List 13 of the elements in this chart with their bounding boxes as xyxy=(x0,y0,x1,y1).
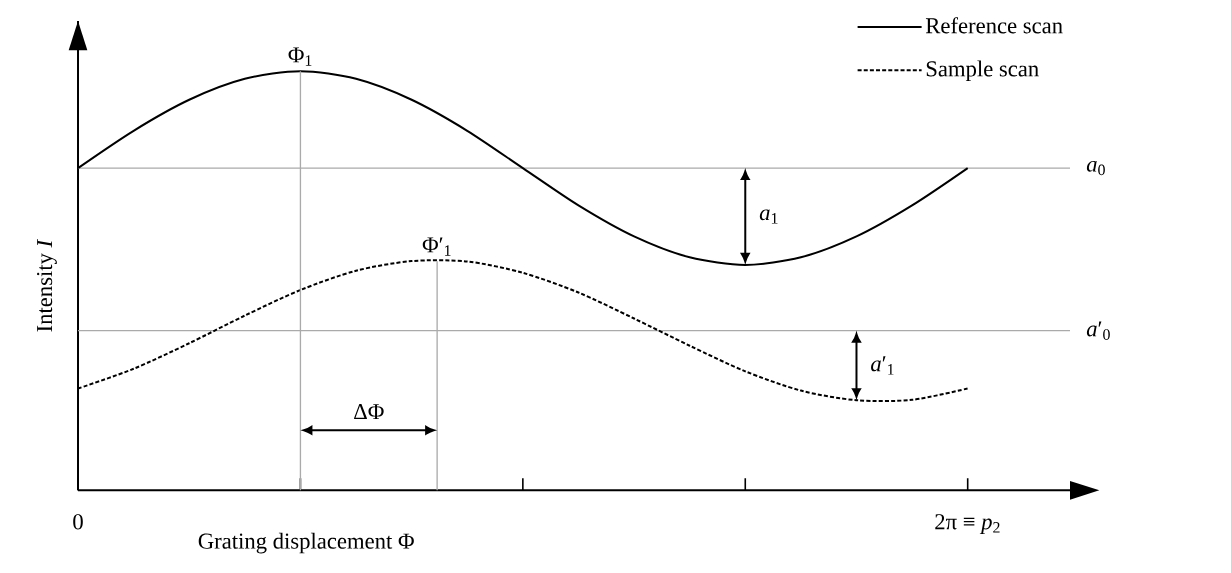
y-axis-title: Intensity I xyxy=(36,238,57,332)
ref-line-label: a$_{0}$ xyxy=(1086,160,1105,176)
annotation: Φ′$_{1}$ xyxy=(422,237,451,256)
x-tick-label: 0 xyxy=(73,514,83,530)
x-tick-label: 2π ≡ p$_{2}$ xyxy=(935,514,1000,534)
x-axis-title: Grating displacement Φ xyxy=(198,532,414,554)
legend-label: Sample scan xyxy=(926,60,1039,82)
text: Φ$_{1}$ xyxy=(288,47,312,66)
annotation: ΔΦ xyxy=(354,404,384,420)
annotation: a′$_{1}$ xyxy=(871,356,894,375)
annotation: a$_{1}$ xyxy=(759,209,778,224)
ref-line-label: a′$_{0}$ xyxy=(1086,321,1110,340)
legend-label: Reference scan xyxy=(925,17,1063,34)
